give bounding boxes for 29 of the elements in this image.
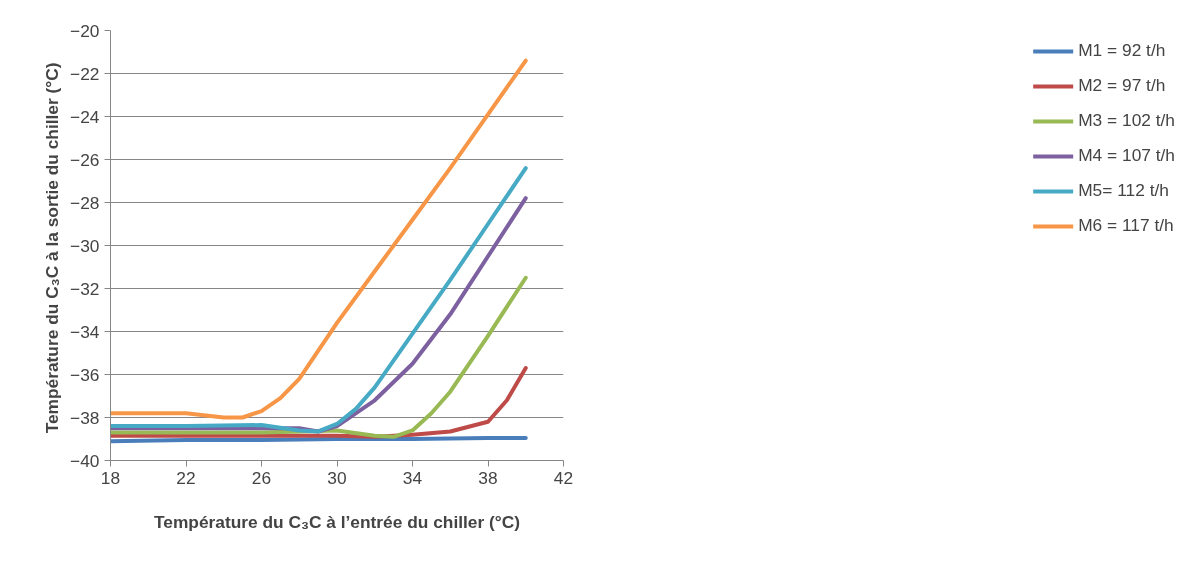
y-tick-label: −38: [70, 407, 100, 428]
y-tick-label: −28: [70, 192, 100, 213]
y-tick-label: −30: [70, 235, 100, 256]
x-tick-label: 26: [251, 467, 272, 488]
legend-label: M5= 112 t/h: [1078, 180, 1169, 201]
legend-label: M3 = 102 t/h: [1078, 110, 1175, 131]
legend-label: M2 = 97 t/h: [1078, 75, 1166, 96]
legend-label: M6 = 117 t/h: [1078, 215, 1174, 236]
y-tick-label: −24: [70, 106, 100, 127]
x-tick-label: 18: [100, 467, 121, 488]
x-tick-label: 42: [553, 467, 574, 488]
legend-label: M4 = 107 t/h: [1078, 145, 1175, 166]
x-tick-label: 38: [478, 467, 498, 488]
y-tick-label: −22: [70, 63, 100, 84]
y-tick-label: −40: [70, 450, 100, 471]
y-tick-label: −36: [70, 364, 100, 385]
legend-label: M1 = 92 t/h: [1078, 40, 1166, 61]
y-tick-label: −32: [70, 278, 100, 299]
y-tick-label: −26: [70, 149, 100, 170]
line-series: [110, 366, 528, 439]
x-tick-label: 22: [176, 467, 196, 488]
y-axis-title: Température du C₃C à la sortie du chiller (°C): [42, 62, 63, 434]
line-series: [110, 58, 528, 420]
y-tick-label: −20: [70, 20, 100, 41]
x-tick-label: 34: [402, 467, 423, 488]
x-tick-label: 30: [327, 467, 347, 488]
line-series: [110, 275, 528, 439]
x-axis-title: Température du C₃C à l’entrée du chiller (°C): [153, 511, 521, 532]
y-tick-label: −34: [70, 321, 100, 342]
